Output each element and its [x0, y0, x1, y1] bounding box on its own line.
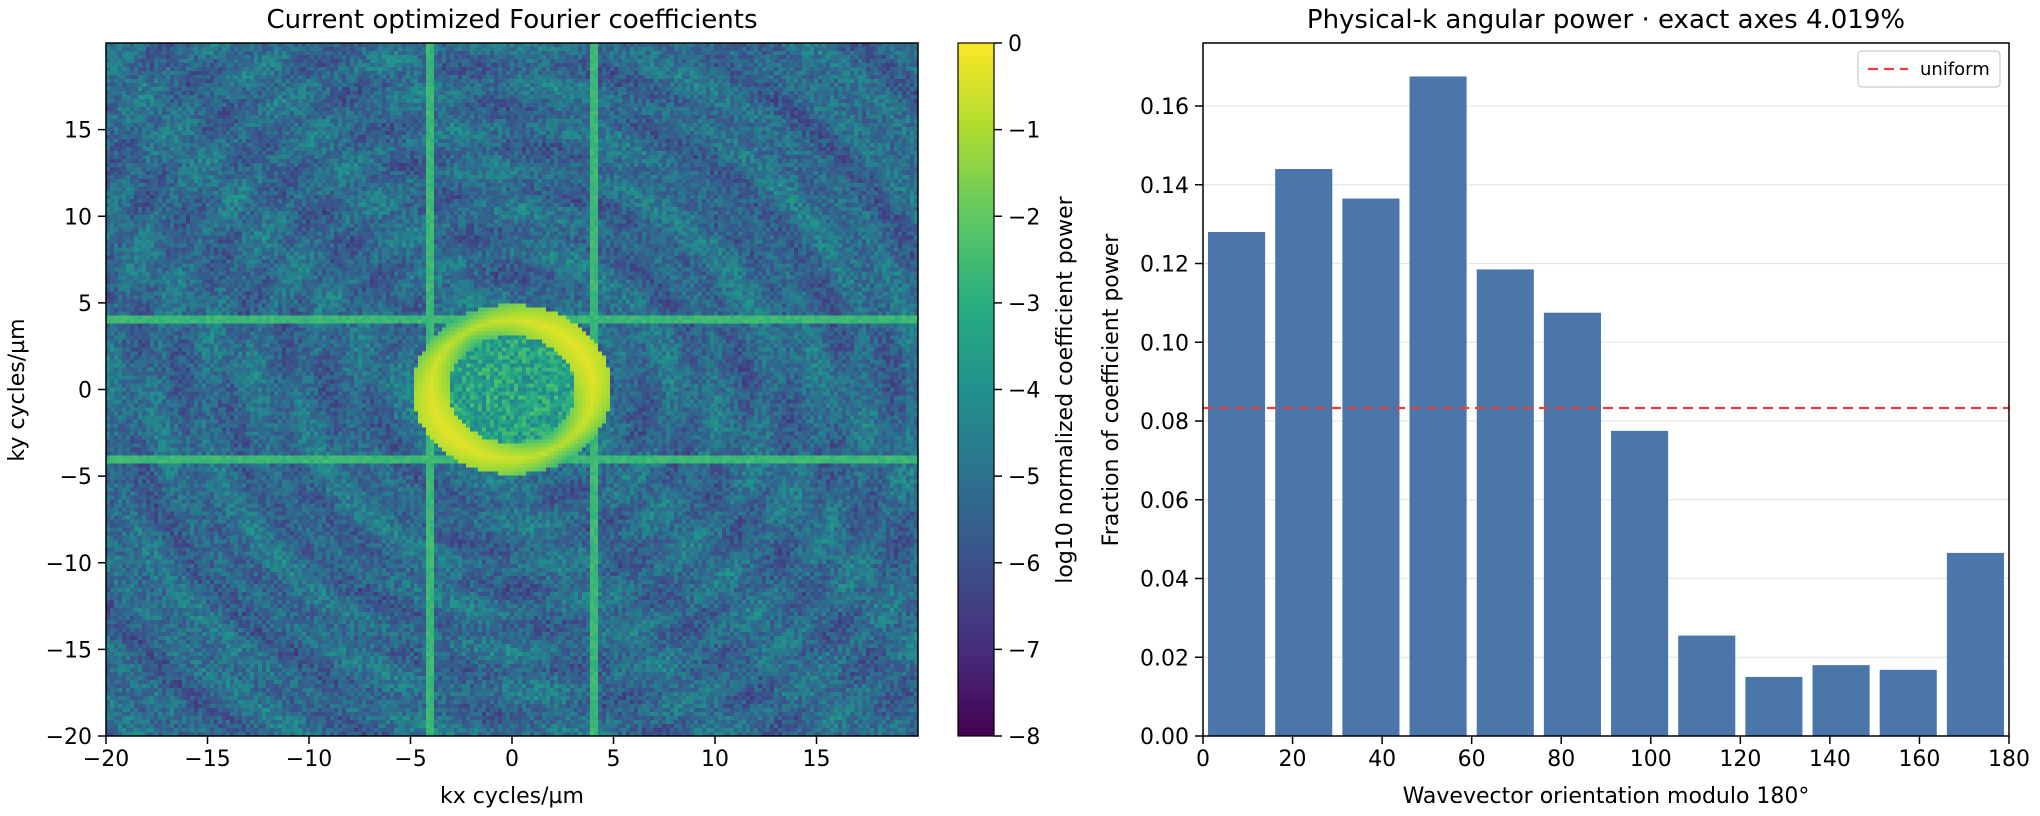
colorbar-tick-label: −8: [1008, 725, 1040, 750]
bar-y-tick-label: 0.16: [1140, 95, 1189, 120]
colorbar-tick-label: −3: [1008, 292, 1040, 317]
legend-uniform-label: uniform: [1920, 59, 1990, 80]
bar-x-tick-label: 140: [1809, 747, 1851, 772]
heatmap-y-tick-label: −5: [60, 465, 92, 490]
bar-x-tick-label: 160: [1898, 747, 1940, 772]
bar-y-tick-label: 0.06: [1140, 489, 1189, 514]
colorbar-tick-label: 0: [1008, 32, 1022, 57]
bar-y-tick-label: 0.08: [1140, 410, 1189, 435]
colorbar-tick-label: −1: [1008, 119, 1040, 144]
heatmap-x-tick-label: 5: [607, 747, 621, 772]
heatmap-panel: Current optimized Fourier coefficients −…: [5, 5, 1078, 809]
bar-x-tick-label: 0: [1196, 747, 1210, 772]
bar-panel: Physical-k angular power · exact axes 4.…: [1099, 5, 2030, 809]
heatmap-y-tick-label: 15: [64, 119, 92, 144]
heatmap-y-ticks: −20 −15 −10 −5 0 5 10 15: [46, 119, 106, 750]
colorbar-ticks: 0 −1 −2 −3 −4 −5 −6 −7 −8: [994, 32, 1040, 750]
bar: [1946, 552, 2004, 736]
bar-y-tick-label: 0.14: [1140, 174, 1189, 199]
bar: [1342, 198, 1400, 736]
bar-x-tick-label: 20: [1279, 747, 1307, 772]
heatmap-image-frame: [106, 43, 918, 736]
bar: [1476, 269, 1534, 736]
heatmap-y-tick-label: −10: [46, 552, 92, 577]
colorbar-tick-label: −7: [1008, 638, 1040, 663]
heatmap-x-tick-label: −5: [394, 747, 426, 772]
bar-x-tick-label: 120: [1719, 747, 1761, 772]
heatmap-x-tick-label: 10: [701, 747, 729, 772]
bar: [1275, 169, 1333, 736]
heatmap-x-tick-label: −15: [184, 747, 230, 772]
heatmap-y-tick-label: 5: [78, 292, 92, 317]
colorbar-label: log10 normalized coefficient power: [1053, 195, 1078, 583]
bar-axes-frame: [1202, 42, 2010, 737]
bar-series: [1208, 76, 2004, 736]
colorbar-tick-label: −6: [1008, 552, 1040, 577]
bar-y-label: Fraction of coefficient power: [1099, 233, 1124, 547]
bar: [1745, 676, 1803, 736]
colorbar-tick-label: −5: [1008, 465, 1040, 490]
heatmap-y-label: ky cycles/µm: [5, 318, 30, 461]
bar-y-tick-label: 0.00: [1140, 725, 1189, 750]
bar-x-tick-label: 60: [1458, 747, 1486, 772]
heatmap-y-tick-label: 0: [78, 379, 92, 404]
heatmap-x-tick-label: −10: [286, 747, 332, 772]
legend: uniform: [1857, 50, 2001, 88]
bar-x-tick-label: 80: [1547, 747, 1575, 772]
bar-x-tick-label: 40: [1368, 747, 1396, 772]
bar-x-label: Wavevector orientation modulo 180°: [1403, 784, 1810, 809]
heatmap-x-tick-label: −20: [83, 747, 129, 772]
colorbar-tick-label: −2: [1008, 205, 1040, 230]
legend-box: [1857, 50, 2001, 88]
bar: [1678, 635, 1736, 736]
bar-y-tick-label: 0.12: [1140, 253, 1189, 278]
bar-chart-title: Physical-k angular power · exact axes 4.…: [1307, 5, 1905, 35]
bar-y-tick-label: 0.02: [1140, 646, 1189, 671]
heatmap-y-tick-label: −20: [46, 725, 92, 750]
bar-y-tick-label: 0.04: [1140, 568, 1189, 593]
bar-y-ticks: 0.00 0.02 0.04 0.06 0.08 0.10 0.12 0.14 0.16: [1140, 95, 1203, 750]
heatmap-y-tick-label: −15: [46, 638, 92, 663]
bar-x-ticks: 0 20 40 60 80 100 120 140 160 180: [1196, 736, 2030, 772]
bar: [1409, 76, 1467, 736]
heatmap-y-tick-label: 10: [64, 205, 92, 230]
heatmap-x-label: kx cycles/µm: [440, 784, 584, 809]
heatmap-title: Current optimized Fourier coefficients: [266, 5, 757, 35]
heatmap-x-tick-label: 0: [505, 747, 519, 772]
colorbar: [957, 42, 995, 737]
colorbar-tick-label: −4: [1008, 379, 1040, 404]
bar: [1611, 430, 1669, 736]
bar-gridlines: [1203, 105, 2009, 658]
bar-x-tick-label: 180: [1988, 747, 2030, 772]
heatmap-x-ticks: −20 −15 −10 −5 0 5 10 15: [83, 736, 831, 772]
heatmap-image: [106, 43, 918, 736]
bar: [1543, 312, 1601, 736]
bar: [1879, 669, 1937, 736]
bar-x-tick-label: 100: [1630, 747, 1672, 772]
bar: [1812, 665, 1870, 736]
heatmap-x-tick-label: 15: [803, 747, 831, 772]
bar-y-tick-label: 0.10: [1140, 331, 1189, 356]
bar: [1208, 232, 1266, 736]
